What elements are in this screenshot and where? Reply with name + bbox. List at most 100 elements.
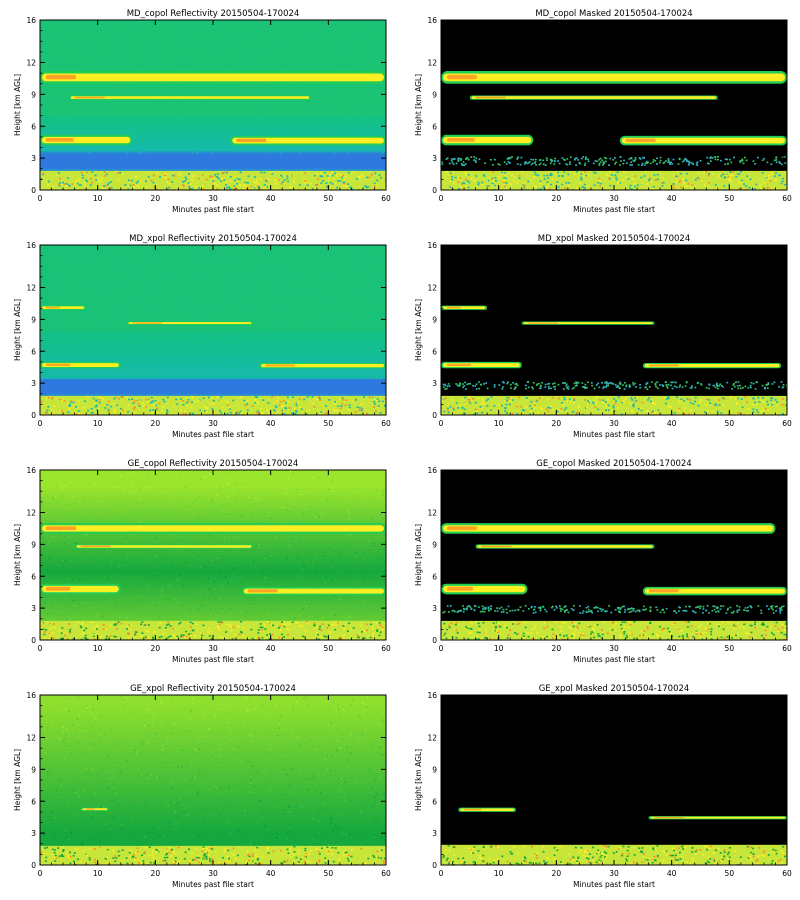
field-speckle	[351, 126, 353, 129]
surface-speckle	[668, 405, 671, 407]
field-speckle	[211, 535, 213, 537]
field-speckle	[287, 105, 290, 108]
field-speckle	[348, 322, 351, 324]
layer-speckle	[458, 385, 461, 387]
field-speckle	[150, 88, 153, 90]
field-speckle	[334, 614, 337, 616]
field-speckle	[153, 568, 155, 571]
field-speckle	[372, 134, 375, 136]
field-speckle	[235, 304, 238, 306]
field-speckle	[270, 34, 273, 36]
surface-speckle	[759, 183, 762, 186]
surface-speckle	[238, 178, 241, 181]
field-speckle	[298, 251, 301, 253]
field-speckle	[354, 90, 356, 93]
field-speckle	[281, 40, 284, 43]
layer-speckle	[513, 388, 516, 390]
field-speckle	[127, 103, 129, 105]
field-speckle	[47, 45, 49, 47]
field-speckle	[126, 376, 128, 379]
field-speckle	[246, 67, 249, 70]
field-speckle	[210, 592, 213, 595]
field-speckle	[325, 66, 327, 69]
field-speckle	[86, 517, 89, 520]
field-speckle	[98, 290, 101, 293]
layer-speckle	[575, 157, 578, 159]
field-speckle	[335, 41, 337, 43]
field-speckle	[100, 470, 103, 473]
field-speckle	[177, 283, 180, 286]
surface-speckle	[689, 401, 692, 404]
field-speckle	[49, 271, 51, 274]
layer-speckle	[473, 156, 475, 158]
field-speckle	[202, 377, 205, 379]
field-speckle	[233, 291, 236, 294]
field-speckle	[216, 557, 219, 560]
field-speckle	[92, 558, 95, 560]
field-speckle	[328, 99, 330, 102]
field-speckle	[291, 297, 293, 299]
surface-speckle	[458, 179, 461, 182]
surface-speckle	[766, 403, 769, 406]
field-band	[40, 133, 386, 138]
field-speckle	[179, 47, 181, 50]
field-speckle	[175, 292, 177, 295]
field-speckle	[172, 513, 175, 515]
surface-speckle	[729, 185, 732, 188]
field-speckle	[50, 368, 53, 371]
field-band	[40, 252, 386, 257]
layer-speckle	[619, 164, 621, 166]
field-speckle	[214, 588, 216, 590]
layer-speckle	[509, 157, 512, 159]
field-speckle	[319, 264, 321, 267]
field-speckle	[243, 133, 245, 136]
layer-speckle	[593, 387, 596, 390]
field-speckle	[130, 590, 133, 593]
surface-speckle	[441, 401, 444, 404]
field-speckle	[358, 102, 360, 105]
surface-speckle	[286, 401, 289, 404]
surface-speckle	[77, 400, 80, 402]
surface-speckle	[274, 410, 277, 413]
field-band	[40, 58, 386, 63]
field-speckle	[201, 536, 204, 538]
surface-speckle	[694, 396, 697, 399]
field-speckle	[226, 335, 229, 338]
field-speckle	[100, 351, 103, 354]
surface-speckle	[463, 408, 466, 411]
field-speckle	[332, 499, 334, 502]
field-speckle	[109, 350, 112, 353]
field-speckle	[228, 537, 230, 539]
field-speckle	[318, 516, 321, 518]
field-speckle	[155, 351, 157, 354]
field-speckle	[148, 65, 151, 67]
field-speckle	[180, 346, 182, 348]
x-axis-label: Minutes past file start	[573, 205, 655, 214]
field-speckle	[198, 306, 201, 308]
surface-speckle	[774, 179, 777, 181]
field-speckle	[142, 269, 145, 272]
field-speckle	[198, 51, 200, 54]
surface-speckle	[280, 174, 283, 177]
field-band	[40, 83, 386, 88]
field-speckle	[55, 356, 58, 359]
field-speckle	[353, 582, 356, 584]
field-speckle	[249, 509, 252, 511]
field-speckle	[305, 118, 308, 121]
surface-speckle	[357, 176, 360, 178]
surface-speckle	[384, 188, 386, 190]
plot-area	[441, 20, 787, 190]
surface-speckle	[316, 184, 319, 186]
surface-speckle	[579, 182, 582, 184]
field-speckle	[143, 505, 145, 508]
layer-speckle	[594, 160, 597, 162]
field-speckle	[115, 329, 118, 332]
field-speckle	[175, 606, 177, 609]
layer-speckle	[731, 388, 733, 390]
field-speckle	[212, 52, 215, 54]
field-speckle	[286, 62, 288, 65]
layer-speckle	[716, 384, 718, 387]
surface-speckle	[634, 175, 637, 177]
x-axis-label: Minutes past file start	[172, 205, 254, 214]
field-band	[40, 393, 386, 398]
